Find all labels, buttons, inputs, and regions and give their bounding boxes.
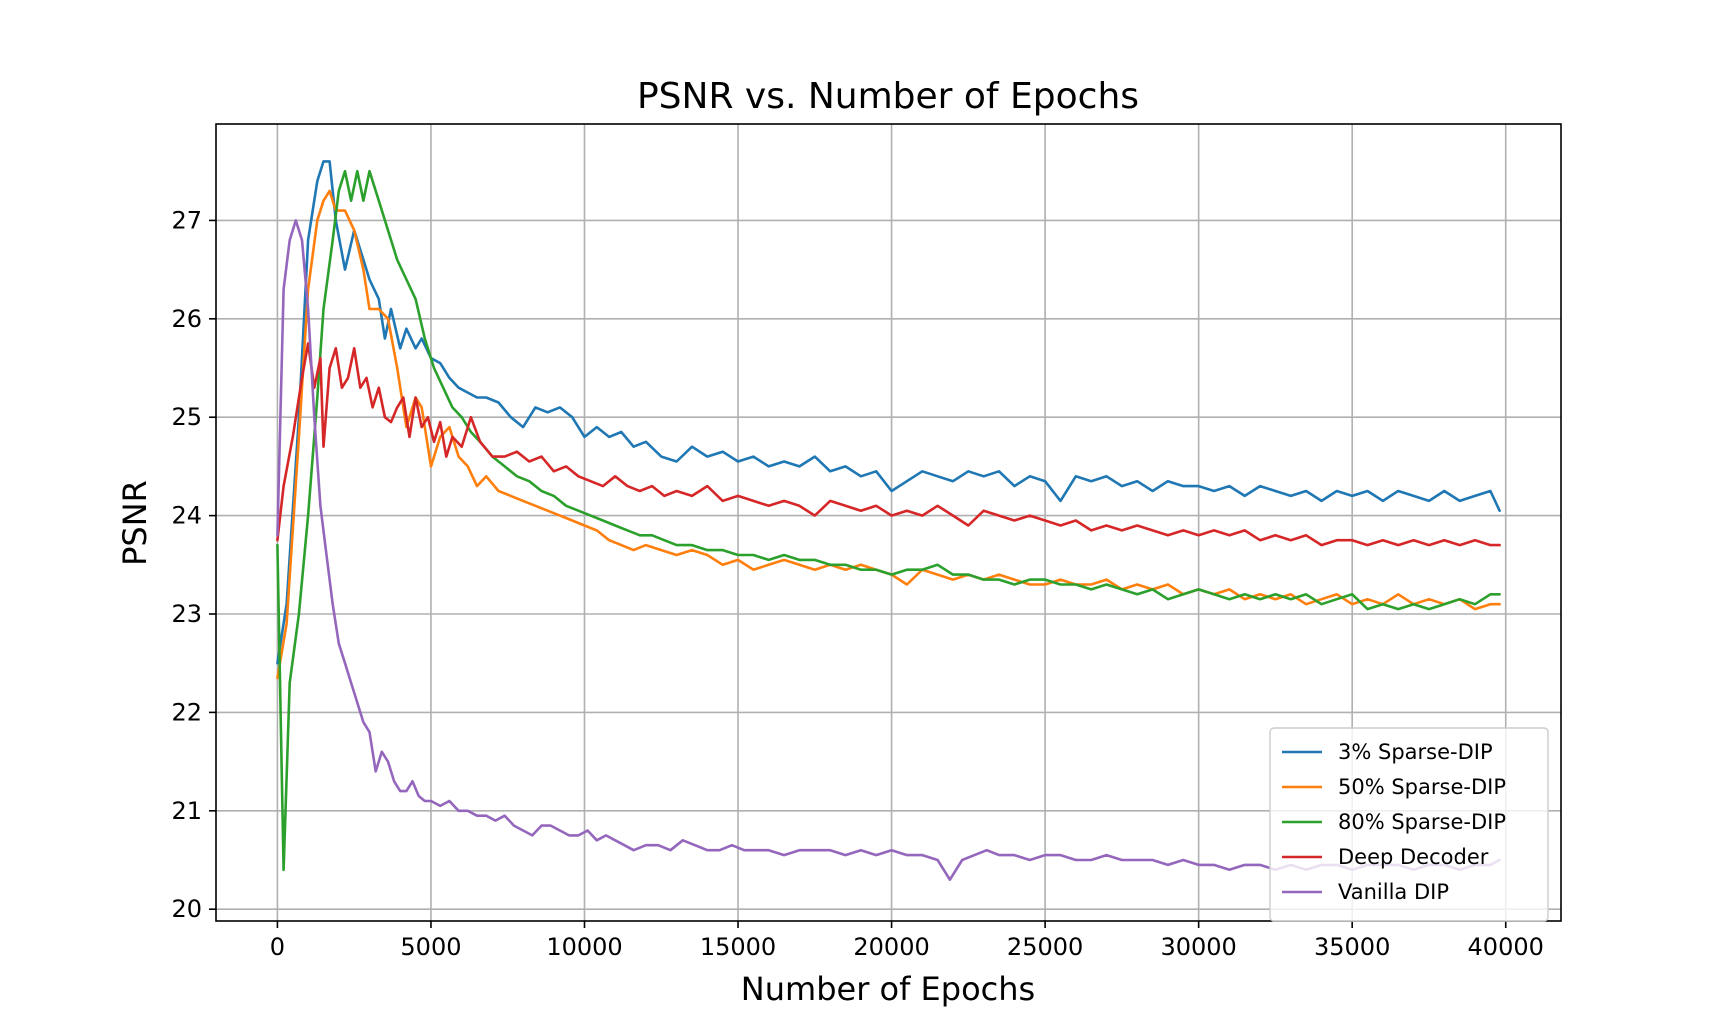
legend-box: [1269, 727, 1549, 922]
y-axis-label: PSNR: [116, 480, 154, 566]
y-tick-label: 22: [171, 698, 202, 726]
axis-ticks: 0 5000 10000 15000 20000 25000 30000 35000 40000…: [171, 206, 1543, 961]
x-tick-label: 35000: [1314, 933, 1390, 961]
x-tick-label: 0: [270, 933, 285, 961]
x-tick-label: 20000: [853, 933, 929, 961]
x-tick-label: 25000: [1007, 933, 1083, 961]
series-line-3pct-sparse-dip: [276, 160, 1501, 665]
series-line-vanilla-dip: [276, 219, 1501, 881]
y-tick-label: 21: [171, 797, 202, 825]
x-tick-label: 5000: [400, 933, 461, 961]
legend-label-deep-decoder: Deep Decoder: [1338, 845, 1489, 869]
legend: 3% Sparse-DIP 50% Sparse-DIP 80% Sparse-DI…: [1269, 727, 1549, 922]
y-tick-label: 27: [171, 206, 202, 234]
y-tick-label: 25: [171, 403, 202, 431]
x-tick-label: 15000: [700, 933, 776, 961]
y-tick-label: 20: [171, 895, 202, 923]
series-group: [276, 160, 1501, 881]
chart-title: PSNR vs. Number of Epochs: [637, 76, 1139, 117]
y-tick-label: 26: [171, 305, 202, 333]
x-tick-label: 30000: [1160, 933, 1236, 961]
legend-label-3pct-sparse-dip: 3% Sparse-DIP: [1338, 740, 1493, 764]
legend-label-50pct-sparse-dip: 50% Sparse-DIP: [1338, 775, 1506, 799]
y-tick-label: 24: [171, 502, 202, 530]
x-axis-label: Number of Epochs: [741, 970, 1035, 1008]
legend-label-80pct-sparse-dip: 80% Sparse-DIP: [1338, 810, 1506, 834]
plot-frame: [215, 123, 1562, 922]
y-tick-label: 23: [171, 600, 202, 628]
legend-label-vanilla-dip: Vanilla DIP: [1338, 880, 1449, 904]
grid: [216, 124, 1561, 921]
series-line-80pct-sparse-dip: [276, 169, 1501, 872]
x-tick-label: 10000: [546, 933, 622, 961]
series-line-50pct-sparse-dip: [276, 189, 1501, 680]
series-line-deep-decoder: [276, 342, 1501, 547]
x-tick-label: 40000: [1468, 933, 1544, 961]
